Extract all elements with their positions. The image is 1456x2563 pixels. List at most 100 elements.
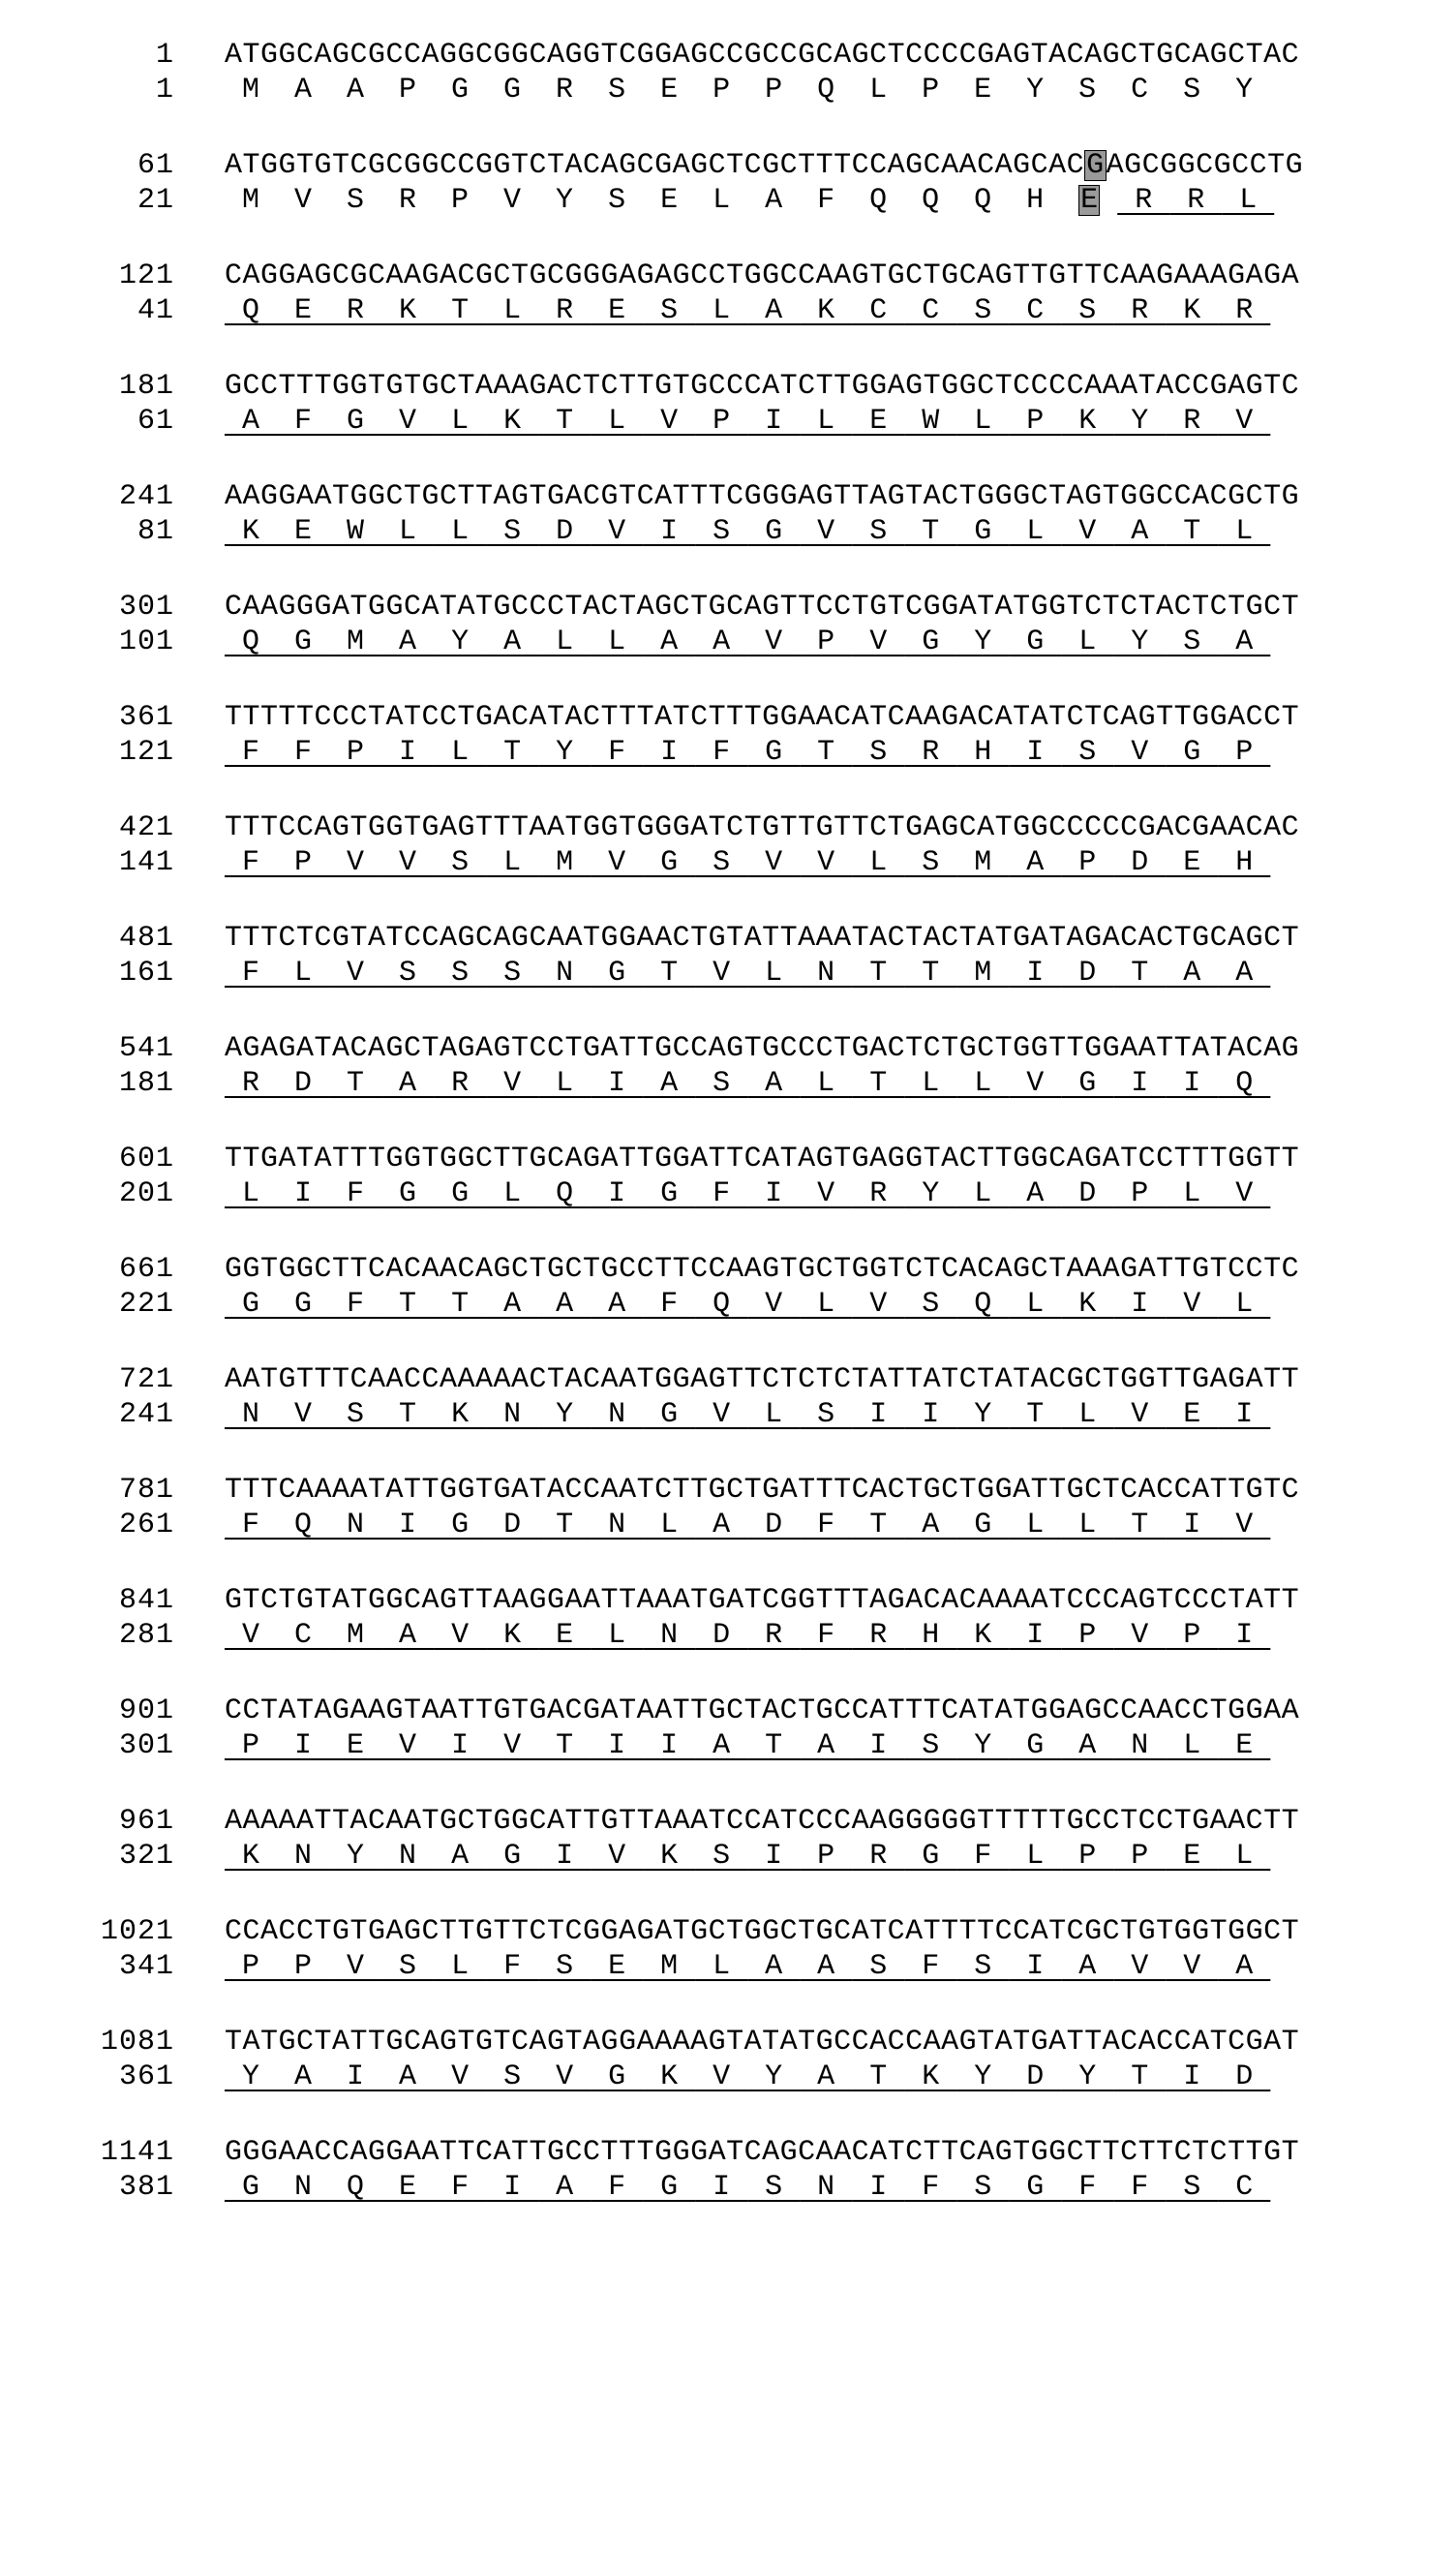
aa-position: 41 xyxy=(58,294,225,327)
nt-position: 841 xyxy=(58,1584,225,1617)
sequence-block: 661GGTGGCTTCACAACAGCTGCTGCCTTCCAAGTGCTGG… xyxy=(58,1253,1456,1321)
aa-sequence: F P V V S L M V G S V V L S M A P D E H xyxy=(225,846,1270,879)
nt-position: 1141 xyxy=(58,2136,225,2169)
nt-sequence: TTTCAAAATATTGGTGATACCAATCTTGCTGATTTCACTG… xyxy=(225,1474,1299,1507)
nt-sequence: AAAAATTACAATGCTGGCATTGTTAAATCCATCCCAAGGG… xyxy=(225,1805,1299,1838)
aminoacid-row: 121 F F P I L T Y F I F G T S R H I S V … xyxy=(58,736,1456,769)
nucleotide-row: 841GTCTGTATGGCAGTTAAGGAATTAAATGATCGGTTTA… xyxy=(58,1584,1456,1617)
nt-position: 1081 xyxy=(58,2026,225,2059)
aminoacid-row: 21 M V S R P V Y S E L A F Q Q Q H E R R… xyxy=(58,184,1456,217)
aa-sequence: M A A P G G R S E P P Q L P E Y S C S Y xyxy=(225,74,1270,107)
sequence-block: 961AAAAATTACAATGCTGGCATTGTTAAATCCATCCCAA… xyxy=(58,1805,1456,1873)
sequence-block: 1081TATGCTATTGCAGTGTCAGTAGGAAAAGTATATGCC… xyxy=(58,2026,1456,2093)
aminoacid-row: 381 G N Q E F I A F G I S N I F S G F F … xyxy=(58,2171,1456,2204)
nucleotide-row: 541AGAGATACAGCTAGAGTCCTGATTGCCAGTGCCCTGA… xyxy=(58,1032,1456,1065)
aa-sequence: P I E V I V T I I A T A I S Y G A N L E xyxy=(225,1729,1270,1762)
nt-sequence: AAGGAATGGCTGCTTAGTGACGTCATTTCGGGAGTTAGTA… xyxy=(225,480,1299,513)
aa-position: 381 xyxy=(58,2171,225,2204)
aa-position: 181 xyxy=(58,1067,225,1100)
nt-sequence: GTCTGTATGGCAGTTAAGGAATTAAATGATCGGTTTAGAC… xyxy=(225,1584,1299,1617)
nt-position: 301 xyxy=(58,591,225,624)
aa-position: 201 xyxy=(58,1177,225,1210)
sequence-block: 481TTTCTCGTATCCAGCAGCAATGGAACTGTATTAAATA… xyxy=(58,922,1456,990)
aminoacid-row: 361 Y A I A V S V G K V Y A T K Y D Y T … xyxy=(58,2060,1456,2093)
aa-position: 121 xyxy=(58,736,225,769)
aa-sequence: F Q N I G D T N L A D F T A G L L T I V xyxy=(225,1509,1270,1541)
aa-position: 81 xyxy=(58,515,225,548)
sequence-block: 121CAGGAGCGCAAGACGCTGCGGGAGAGCCTGGCCAAGT… xyxy=(58,259,1456,327)
nt-position: 421 xyxy=(58,811,225,844)
aminoacid-row: 41 Q E R K T L R E S L A K C C S C S R K… xyxy=(58,294,1456,327)
nucleotide-row: 121CAGGAGCGCAAGACGCTGCGGGAGAGCCTGGCCAAGT… xyxy=(58,259,1456,292)
nt-position: 61 xyxy=(58,149,225,182)
aa-position: 281 xyxy=(58,1619,225,1652)
aa-sequence: R D T A R V L I A S A L T L L V G I I Q xyxy=(225,1067,1270,1100)
sequence-block: 1021CCACCTGTGAGCTTGTTCTCGGAGATGCTGGCTGCA… xyxy=(58,1915,1456,1983)
aa-position: 21 xyxy=(58,184,225,217)
nt-sequence: TTTTTCCCTATCCTGACATACTTTATCTTTGGAACATCAA… xyxy=(225,701,1299,734)
nt-sequence: ATGGTGTCGCGGCCGGTCTACAGCGAGCTCGCTTTCCAGC… xyxy=(225,149,1303,182)
sequence-block: 1ATGGCAGCGCCAGGCGGCAGGTCGGAGCCGCCGCAGCTC… xyxy=(58,39,1456,107)
aminoacid-row: 1 M A A P G G R S E P P Q L P E Y S C S … xyxy=(58,74,1456,107)
aa-position: 261 xyxy=(58,1509,225,1541)
aa-sequence: K E W L L S D V I S G V S T G L V A T L xyxy=(225,515,1270,548)
aa-position: 1 xyxy=(58,74,225,107)
nucleotide-row: 961AAAAATTACAATGCTGGCATTGTTAAATCCATCCCAA… xyxy=(58,1805,1456,1838)
aa-sequence: F F P I L T Y F I F G T S R H I S V G P xyxy=(225,736,1270,769)
sequence-block: 841GTCTGTATGGCAGTTAAGGAATTAAATGATCGGTTTA… xyxy=(58,1584,1456,1652)
nt-sequence: ATGGCAGCGCCAGGCGGCAGGTCGGAGCCGCCGCAGCTCC… xyxy=(225,39,1299,72)
aa-position: 361 xyxy=(58,2060,225,2093)
aa-sequence: L I F G G L Q I G F I V R Y L A D P L V xyxy=(225,1177,1270,1210)
sequence-block: 421TTTCCAGTGGTGAGTTTAATGGTGGGATCTGTTGTTC… xyxy=(58,811,1456,879)
aa-position: 321 xyxy=(58,1840,225,1873)
nucleotide-row: 1ATGGCAGCGCCAGGCGGCAGGTCGGAGCCGCCGCAGCTC… xyxy=(58,39,1456,72)
nucleotide-row: 481TTTCTCGTATCCAGCAGCAATGGAACTGTATTAAATA… xyxy=(58,922,1456,955)
nt-position: 661 xyxy=(58,1253,225,1286)
aa-position: 341 xyxy=(58,1950,225,1983)
nt-position: 961 xyxy=(58,1805,225,1838)
aminoacid-row: 141 F P V V S L M V G S V V L S M A P D … xyxy=(58,846,1456,879)
sequence-block: 781TTTCAAAATATTGGTGATACCAATCTTGCTGATTTCA… xyxy=(58,1474,1456,1541)
aa-position: 61 xyxy=(58,405,225,438)
nt-sequence: GGTGGCTTCACAACAGCTGCTGCCTTCCAAGTGCTGGTCT… xyxy=(225,1253,1299,1286)
nt-sequence: CAAGGGATGGCATATGCCCTACTAGCTGCAGTTCCTGTCG… xyxy=(225,591,1299,624)
aminoacid-row: 221 G G F T T A A A F Q V L V S Q L K I … xyxy=(58,1288,1456,1321)
aa-sequence: G G F T T A A A F Q V L V S Q L K I V L xyxy=(225,1288,1270,1321)
nt-position: 541 xyxy=(58,1032,225,1065)
nt-sequence: CAGGAGCGCAAGACGCTGCGGGAGAGCCTGGCCAAGTGCT… xyxy=(225,259,1299,292)
aa-sequence: N V S T K N Y N G V L S I I Y T L V E I xyxy=(225,1398,1270,1431)
nucleotide-row: 1081TATGCTATTGCAGTGTCAGTAGGAAAAGTATATGCC… xyxy=(58,2026,1456,2059)
nt-position: 781 xyxy=(58,1474,225,1507)
nucleotide-row: 1021CCACCTGTGAGCTTGTTCTCGGAGATGCTGGCTGCA… xyxy=(58,1915,1456,1948)
nucleotide-row: 61ATGGTGTCGCGGCCGGTCTACAGCGAGCTCGCTTTCCA… xyxy=(58,149,1456,182)
nucleotide-row: 721AATGTTTCAACCAAAAACTACAATGGAGTTCTCTCTA… xyxy=(58,1363,1456,1396)
aa-sequence: M V S R P V Y S E L A F Q Q Q H E R R L xyxy=(225,184,1274,217)
aminoacid-row: 101 Q G M A Y A L L A A V P V G Y G L Y … xyxy=(58,625,1456,658)
aa-position: 221 xyxy=(58,1288,225,1321)
aa-sequence: K N Y N A G I V K S I P R G F L P P E L xyxy=(225,1840,1270,1873)
sequence-block: 361TTTTTCCCTATCCTGACATACTTTATCTTTGGAACAT… xyxy=(58,701,1456,769)
nt-sequence: AGAGATACAGCTAGAGTCCTGATTGCCAGTGCCCTGACTC… xyxy=(225,1032,1299,1065)
nt-position: 121 xyxy=(58,259,225,292)
nt-sequence: TTTCTCGTATCCAGCAGCAATGGAACTGTATTAAATACTA… xyxy=(225,922,1299,955)
nt-position: 601 xyxy=(58,1143,225,1175)
aa-position: 141 xyxy=(58,846,225,879)
nt-sequence: GGGAACCAGGAATTCATTGCCTTTGGGATCAGCAACATCT… xyxy=(225,2136,1299,2169)
aminoacid-row: 261 F Q N I G D T N L A D F T A G L L T … xyxy=(58,1509,1456,1541)
sequence-block: 601TTGATATTTGGTGGCTTGCAGATTGGATTCATAGTGA… xyxy=(58,1143,1456,1210)
nt-sequence: CCACCTGTGAGCTTGTTCTCGGAGATGCTGGCTGCATCAT… xyxy=(225,1915,1299,1948)
aminoacid-row: 321 K N Y N A G I V K S I P R G F L P P … xyxy=(58,1840,1456,1873)
nucleotide-row: 661GGTGGCTTCACAACAGCTGCTGCCTTCCAAGTGCTGG… xyxy=(58,1253,1456,1286)
nt-position: 1 xyxy=(58,39,225,72)
nucleotide-row: 361TTTTTCCCTATCCTGACATACTTTATCTTTGGAACAT… xyxy=(58,701,1456,734)
nt-sequence: TTTCCAGTGGTGAGTTTAATGGTGGGATCTGTTGTTCTGA… xyxy=(225,811,1299,844)
sequence-block: 301CAAGGGATGGCATATGCCCTACTAGCTGCAGTTCCTG… xyxy=(58,591,1456,658)
aminoacid-row: 61 A F G V L K T L V P I L E W L P K Y R… xyxy=(58,405,1456,438)
aminoacid-row: 201 L I F G G L Q I G F I V R Y L A D P … xyxy=(58,1177,1456,1210)
aa-sequence: P P V S L F S E M L A A S F S I A V V A xyxy=(225,1950,1270,1983)
aminoacid-row: 301 P I E V I V T I I A T A I S Y G A N … xyxy=(58,1729,1456,1762)
aa-position: 301 xyxy=(58,1729,225,1762)
nt-sequence: AATGTTTCAACCAAAAACTACAATGGAGTTCTCTCTATTA… xyxy=(225,1363,1299,1396)
aminoacid-row: 181 R D T A R V L I A S A L T L L V G I … xyxy=(58,1067,1456,1100)
nt-position: 901 xyxy=(58,1694,225,1727)
